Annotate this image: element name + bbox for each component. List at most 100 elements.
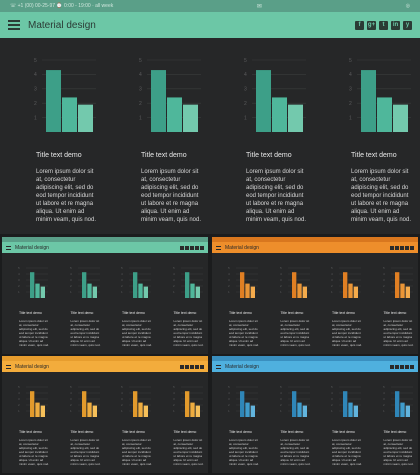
social-icon[interactable] <box>185 364 189 369</box>
bar-3 <box>302 405 307 417</box>
card-row: 5 4 3 2 1 Title text demo Lorem ipsum dolor si… <box>212 253 418 353</box>
y-tick-label: 5 <box>34 58 37 64</box>
bar-3 <box>195 405 200 417</box>
y-tick-label: 2 <box>173 284 175 288</box>
bar-3 <box>78 104 93 132</box>
theme-preview-teal[interactable]: Material design 5 4 3 2 1 Title text demo Lorem… <box>2 237 208 354</box>
card-body: Lorem ipsum dolor sit at, consectetur ad… <box>141 169 202 223</box>
bar-1 <box>30 272 35 298</box>
menu-icon[interactable] <box>216 245 221 250</box>
social-icon[interactable] <box>180 364 184 369</box>
card-row: 5 4 3 2 1 Title text demo Lorem ipsum dolor si… <box>2 253 208 353</box>
theme-preview-orange[interactable]: Material design 5 4 3 2 1 Title text demo Lorem… <box>212 237 418 354</box>
y-tick-label: 3 <box>121 397 123 401</box>
y-tick-label: 5 <box>383 385 385 389</box>
bar-1 <box>184 391 189 417</box>
y-tick-label: 3 <box>34 87 37 93</box>
menu-icon[interactable] <box>6 245 11 250</box>
bar-chart: 5 4 3 2 1 <box>121 266 151 298</box>
menu-icon[interactable] <box>6 364 11 369</box>
y-tick-label: 3 <box>228 397 230 401</box>
y-tick-label: 5 <box>173 385 175 389</box>
y-tick-label: 5 <box>70 266 72 270</box>
y-tick-label: 4 <box>383 272 385 276</box>
bar-3 <box>288 104 303 132</box>
bar-chart: 5 4 3 2 1 <box>280 266 310 298</box>
bar-1 <box>30 391 35 417</box>
bar-2 <box>138 283 143 298</box>
social-icon[interactable] <box>390 364 394 369</box>
y-tick-label: 3 <box>121 278 123 282</box>
bar-2 <box>35 402 40 417</box>
y-tick-label: 1 <box>280 290 282 294</box>
bar-2 <box>348 283 353 298</box>
bar-1 <box>256 70 271 132</box>
card: 5 4 3 2 1 Title text demo Lorem ipsum dolor si… <box>264 253 316 353</box>
theme-preview-blue[interactable]: Material design 5 4 3 2 1 Title text demo Lorem… <box>212 356 418 473</box>
social-icon[interactable] <box>195 245 199 250</box>
location-icon[interactable]: ◎ <box>405 3 410 9</box>
social-links <box>390 245 414 250</box>
social-icon[interactable] <box>200 364 204 369</box>
card: 5 4 3 2 1 Title text demo Lorem ipsum dolor si… <box>157 253 209 353</box>
y-tick-label: 4 <box>244 72 247 78</box>
card-title: Title text demo <box>173 311 197 315</box>
main-preview: ☏ +1 (00) 00-25-97 ⌚ 0:00 - 19:00 · all … <box>0 0 420 234</box>
social-icon[interactable] <box>405 245 409 250</box>
card-title: Title text demo <box>173 430 197 434</box>
social-icon[interactable] <box>395 245 399 250</box>
y-tick-label: 5 <box>70 385 72 389</box>
y-tick-label: 2 <box>228 284 230 288</box>
app-title: Material design <box>15 244 49 251</box>
y-tick-label: 3 <box>70 278 72 282</box>
mail-icon[interactable]: ✉ <box>256 3 262 10</box>
facebook-icon[interactable]: f <box>355 20 364 30</box>
bar-3 <box>195 286 200 298</box>
card-body: Lorem ipsum dolor sit at, consectetur ad… <box>280 319 311 347</box>
y-tick-label: 5 <box>383 266 385 270</box>
social-icon[interactable] <box>200 245 204 250</box>
y-tick-label: 5 <box>331 385 333 389</box>
social-icon[interactable] <box>195 364 199 369</box>
social-icon[interactable] <box>185 245 189 250</box>
google-plus-icon[interactable]: g+ <box>367 20 376 30</box>
theme-preview-amber[interactable]: Material design 5 4 3 2 1 Title text demo Lorem… <box>2 356 208 473</box>
status-bar <box>2 356 208 361</box>
social-icon[interactable] <box>190 364 194 369</box>
y-tick-label: 1 <box>121 290 123 294</box>
menu-icon[interactable] <box>8 20 20 30</box>
y-tick-label: 4 <box>18 391 20 395</box>
app-bar: Material design <box>212 361 418 372</box>
card: 5 4 3 2 1 Title text demo Lorem ipsum dolor si… <box>54 253 106 353</box>
menu-icon[interactable] <box>216 364 221 369</box>
social-icon[interactable] <box>410 364 414 369</box>
y-tick-label: 3 <box>18 278 20 282</box>
social-icon[interactable] <box>390 245 394 250</box>
youtube-icon[interactable]: y <box>403 20 412 30</box>
bar-1 <box>291 272 296 298</box>
y-tick-label: 2 <box>121 403 123 407</box>
y-tick-label: 2 <box>34 101 37 107</box>
bar-chart: 5 4 3 2 1 <box>70 266 100 298</box>
social-icon[interactable] <box>180 245 184 250</box>
bar-2 <box>245 402 250 417</box>
social-icon[interactable] <box>400 245 404 250</box>
bar-chart: 5 4 3 2 1 <box>383 385 413 417</box>
twitter-icon[interactable]: t <box>379 20 388 30</box>
y-tick-label: 2 <box>228 403 230 407</box>
social-icon[interactable] <box>400 364 404 369</box>
social-icon[interactable] <box>410 245 414 250</box>
card: 5 4 3 2 1 Title text demo Lorem ipsum dolor … <box>0 38 105 234</box>
linkedin-icon[interactable]: in <box>391 20 400 30</box>
bar-3 <box>40 286 45 298</box>
y-tick-label: 2 <box>70 403 72 407</box>
social-icon[interactable] <box>395 364 399 369</box>
social-icon[interactable] <box>190 245 194 250</box>
social-icon[interactable] <box>405 364 409 369</box>
y-tick-label: 5 <box>228 266 230 270</box>
social-links <box>390 364 414 369</box>
y-tick-label: 4 <box>70 272 72 276</box>
bar-3 <box>250 405 255 417</box>
bar-2 <box>86 402 92 417</box>
card-body: Lorem ipsum dolor sit at, consectetur ad… <box>246 169 307 223</box>
